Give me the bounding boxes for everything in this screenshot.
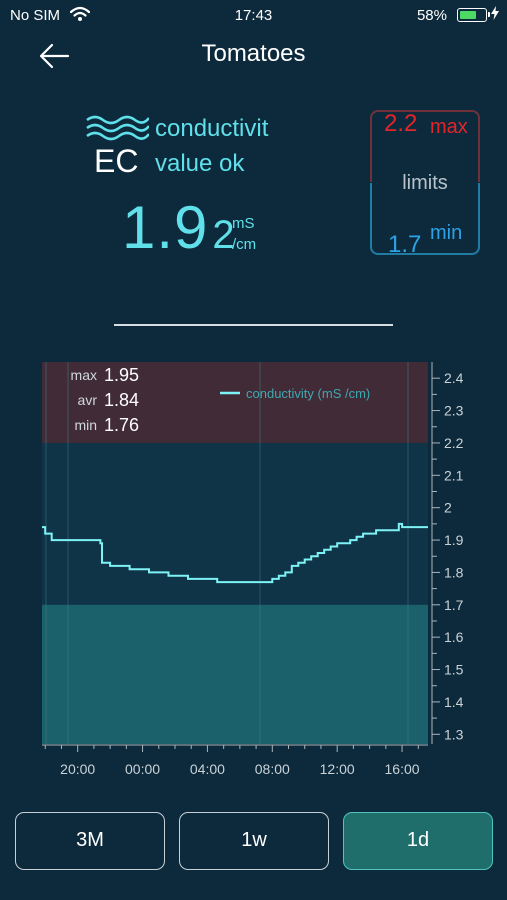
y-tick-label: 1.4 bbox=[444, 694, 464, 710]
conductivity-chart[interactable]: 2.4 2.3 2.2 2.1 2 1.9 1.8 1.7 1.6 1.5 1.4 1.3 20:00… bbox=[0, 355, 507, 790]
carrier-label: No SIM bbox=[10, 7, 61, 24]
range-1w-button[interactable]: 1w bbox=[179, 812, 329, 870]
y-tick-label: 1.6 bbox=[444, 629, 464, 645]
back-arrow-icon[interactable] bbox=[36, 38, 72, 74]
wifi-icon bbox=[70, 6, 90, 21]
stat-max-label: max bbox=[71, 367, 97, 383]
range-3m-button[interactable]: 3M bbox=[15, 812, 165, 870]
stat-min-label: min bbox=[74, 417, 97, 433]
limits-label: limits bbox=[402, 172, 448, 194]
limit-max-label: max bbox=[430, 116, 468, 138]
stat-avr-label: avr bbox=[78, 392, 98, 408]
y-tick-label: 1.3 bbox=[444, 726, 464, 742]
y-tick-label: 1.9 bbox=[444, 532, 464, 548]
y-tick-label: 1.8 bbox=[444, 564, 464, 580]
limit-min-value: 1.7 bbox=[388, 231, 422, 258]
limit-max-value: 2.2 bbox=[384, 110, 418, 137]
x-tick-label: 04:00 bbox=[190, 761, 225, 777]
y-tick-label: 1.7 bbox=[444, 597, 464, 613]
stat-max-value: 1.95 bbox=[104, 365, 139, 385]
y-tick-label: 2 bbox=[444, 500, 452, 516]
min-limit-band bbox=[42, 604, 428, 744]
chart-svg: 2.4 2.3 2.2 2.1 2 1.9 1.8 1.7 1.6 1.5 1.4 1.3 20:00… bbox=[42, 362, 464, 777]
current-reading: 1.9 2 bbox=[122, 193, 236, 262]
x-tick-label: 16:00 bbox=[385, 761, 420, 777]
x-tick-label: 08:00 bbox=[255, 761, 290, 777]
reading-last-digit: 2 bbox=[212, 213, 236, 257]
divider bbox=[114, 324, 393, 326]
x-tick-label: 12:00 bbox=[320, 761, 355, 777]
charging-icon bbox=[491, 6, 499, 20]
x-tick-label: 00:00 bbox=[125, 761, 160, 777]
conductivity-series-line bbox=[42, 522, 428, 584]
page-title: Tomatoes bbox=[201, 40, 306, 67]
value-status: value ok bbox=[155, 150, 245, 177]
parameter-abbrev: EC bbox=[94, 143, 139, 179]
x-tick-label: 20:00 bbox=[60, 761, 95, 777]
water-waves-icon bbox=[86, 115, 149, 141]
status-bar: No SIM 17:43 58% bbox=[0, 0, 507, 32]
y-tick-label: 1.5 bbox=[444, 662, 464, 678]
limit-min-label: min bbox=[430, 222, 463, 244]
y-tick-label: 2.3 bbox=[444, 403, 464, 419]
stat-min-value: 1.76 bbox=[104, 415, 139, 435]
y-tick-label: 2.2 bbox=[444, 435, 464, 451]
parameter-name: conductivit bbox=[155, 115, 269, 142]
legend-label: conductivity (mS /cm) bbox=[246, 386, 370, 401]
limits-box[interactable]: 2.2 max limits 1.7 min bbox=[370, 110, 480, 258]
stat-avr-value: 1.84 bbox=[104, 390, 139, 410]
range-1d-button[interactable]: 1d bbox=[343, 812, 493, 870]
reading-main: 1.9 bbox=[122, 194, 209, 261]
clock-label: 17:43 bbox=[234, 7, 273, 24]
unit-denominator: /cm bbox=[232, 236, 257, 253]
unit-numerator: mS bbox=[232, 215, 255, 232]
battery-percent: 58% bbox=[416, 7, 447, 24]
y-tick-label: 2.4 bbox=[444, 370, 464, 386]
y-tick-label: 2.1 bbox=[444, 467, 464, 483]
max-limit-band bbox=[42, 362, 428, 443]
battery-icon bbox=[457, 8, 490, 22]
